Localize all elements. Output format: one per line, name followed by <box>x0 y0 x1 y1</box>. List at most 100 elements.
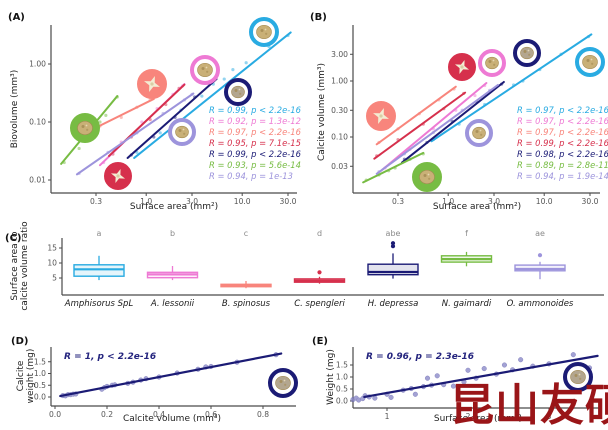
species-icon-H. depressa <box>563 362 593 392</box>
significance-letter: abe <box>386 229 401 238</box>
svg-text:1.00: 1.00 <box>331 77 348 86</box>
axis-label-y-C: Surface area to calcite volume ratio <box>10 221 30 310</box>
species-label: C. spengleri <box>294 299 345 309</box>
svg-text:1.00: 1.00 <box>29 60 46 69</box>
species-icon-Amphisorus SpL <box>575 47 605 77</box>
outlier-point <box>537 253 543 258</box>
species-icon-C. spengleri <box>104 162 132 190</box>
box-C. spengleri <box>293 270 346 284</box>
regression-line-A. lessonii <box>380 82 488 172</box>
svg-text:10: 10 <box>47 259 57 268</box>
svg-text:3: 3 <box>547 412 552 421</box>
regression-line-O. ammonoides <box>375 83 499 175</box>
legend-entry-Amphisorus SpL: R = 0.97, p < 2.2e-16 <box>517 105 608 115</box>
legend-entry-B. spinosus: R = 0.97, p < 2.2e-16 <box>517 127 608 137</box>
panel-letter-A: (A) <box>8 12 25 23</box>
species-icon-A. lessonii <box>190 55 220 85</box>
regression-line-H. depressa <box>400 80 505 164</box>
significance-letter: f <box>465 229 468 238</box>
box-A. lessonii <box>146 266 199 281</box>
species-label: H. depressa <box>368 299 419 309</box>
svg-text:0.30: 0.30 <box>331 106 348 115</box>
regression-line-N. gaimardi <box>362 151 425 184</box>
legend-entry-H. depressa: R = 0.99, p < 2.2e-16 <box>209 149 301 159</box>
svg-text:0.01: 0.01 <box>29 176 46 185</box>
regression-line-C. spengleri <box>373 91 467 160</box>
svg-text:0.3: 0.3 <box>90 197 102 206</box>
species-icon-Amphisorus SpL <box>249 17 279 47</box>
regression-line-E <box>363 354 599 399</box>
box-Amphisorus SpL <box>73 255 125 281</box>
legend-entry-C. spengleri: R = 0.95, p = 7.1e-15 <box>209 138 301 148</box>
svg-text:0.4: 0.4 <box>153 410 165 419</box>
svg-text:0.2: 0.2 <box>101 410 113 419</box>
species-icon-B. spinosus <box>366 101 396 131</box>
svg-text:0.0: 0.0 <box>49 410 61 419</box>
significance-letter: ae <box>535 229 545 238</box>
species-icon-H. depressa <box>513 39 541 67</box>
species-label: Amphisorus SpL <box>64 299 134 309</box>
axis-label-y-C-line1: Surface area to <box>10 231 20 301</box>
axis-label-y-C-line2: calcite volume ratio <box>20 221 30 311</box>
species-icon-O. ammonoides <box>465 119 493 147</box>
significance-letter: a <box>97 229 102 238</box>
legend-entry-H. depressa: R = 0.98, p < 2.2e-16 <box>517 149 608 159</box>
svg-text:0.0: 0.0 <box>34 393 46 402</box>
svg-text:0.6: 0.6 <box>205 410 217 419</box>
legend-entry-O. ammonoides: R = 0.94, p = 1e-13 <box>209 171 293 181</box>
legend-entry-O. ammonoides: R = 0.94, p = 1.9e-14 <box>517 171 608 181</box>
axis-label-y-D-line1: Calcite <box>16 360 26 392</box>
svg-text:0.03: 0.03 <box>331 162 348 171</box>
outlier-point <box>317 270 322 275</box>
legend-entry-C. spengleri: R = 0.99, p < 2.2e-16 <box>517 138 608 148</box>
axis-label-y-B: Calcite volume (mm³) <box>317 62 327 162</box>
axis-label-y-A: Biovolume (mm³) <box>10 69 20 149</box>
significance-letter: c <box>244 229 248 238</box>
regression-line-Amphisorus SpL <box>430 33 593 143</box>
regression-line-B. spinosus <box>375 85 457 146</box>
svg-text:3.0: 3.0 <box>186 197 198 206</box>
panel-D-plot: 0.0 0.2 0.4 0.6 0.8 0.0 0.5 1.0 1.5 <box>34 347 298 419</box>
axis-label-y-D: Calcite weight (mg) <box>16 349 36 404</box>
svg-text:0.5: 0.5 <box>34 381 46 390</box>
annotation-D: R = 1, p < 2.2e-16 <box>64 352 157 362</box>
watermark: 昆山友硕 <box>450 380 608 430</box>
species-icon-A. lessonii <box>478 49 506 77</box>
svg-text:1: 1 <box>385 412 390 421</box>
species-icon-H. depressa <box>224 78 252 106</box>
legend-A: R = 0.99, p < 2.2e-16 R = 0.92, p = 1.3e-… <box>209 105 301 182</box>
svg-text:0.10: 0.10 <box>331 133 348 142</box>
panel-C-plot: 5 10 15 a Amphisorus SpL b A. lessonii c B. spin… <box>47 229 604 309</box>
axis-label-x-D: Calcite volume (mm³) <box>122 414 222 424</box>
species-icon-N. gaimardi <box>412 162 442 192</box>
svg-text:10.0: 10.0 <box>234 197 251 206</box>
regression-line-Amphisorus SpL <box>133 31 292 159</box>
species-label: O. ammonoides <box>507 299 574 309</box>
species-label: B. spinosus <box>222 299 271 309</box>
outlier-point <box>390 241 396 246</box>
svg-text:15: 15 <box>47 244 57 253</box>
legend-B: R = 0.97, p < 2.2e-16 R = 0.97, p < 2.2e-… <box>517 105 608 182</box>
legend-entry-B. spinosus: R = 0.97, p < 2.2e-16 <box>209 127 301 137</box>
svg-text:1.0: 1.0 <box>336 373 348 382</box>
svg-text:1.0: 1.0 <box>442 197 454 206</box>
panel-A-plot: 0.3 1.0 3.0 10.0 30.0 0.01 0.10 1.00 <box>29 17 297 206</box>
outlier-point <box>390 244 396 249</box>
annotation-E: R = 0.96, p = 2.3e-16 <box>366 352 475 362</box>
legend-entry-N. gaimardi: R = 0.93, p = 5.6e-14 <box>209 160 301 170</box>
svg-text:5: 5 <box>52 274 57 283</box>
panel-letter-D: (D) <box>11 336 29 347</box>
species-icon-B. spinosus <box>137 69 167 99</box>
species-icon-C. spengleri <box>448 53 476 81</box>
regression-line-H. depressa <box>126 78 218 159</box>
panel-letter-E: (E) <box>312 336 328 347</box>
regression-line-D <box>59 352 283 398</box>
svg-text:10.0: 10.0 <box>536 197 553 206</box>
regression-line-O. ammonoides <box>75 92 195 176</box>
species-label: N. gaimardi <box>442 299 492 309</box>
panel-letter-C: (C) <box>5 233 22 244</box>
axis-label-y-D-line2: weight (mg) <box>26 348 36 404</box>
legend-entry-A. lessonii: R = 0.97, p < 2.2e-16 <box>517 116 608 126</box>
